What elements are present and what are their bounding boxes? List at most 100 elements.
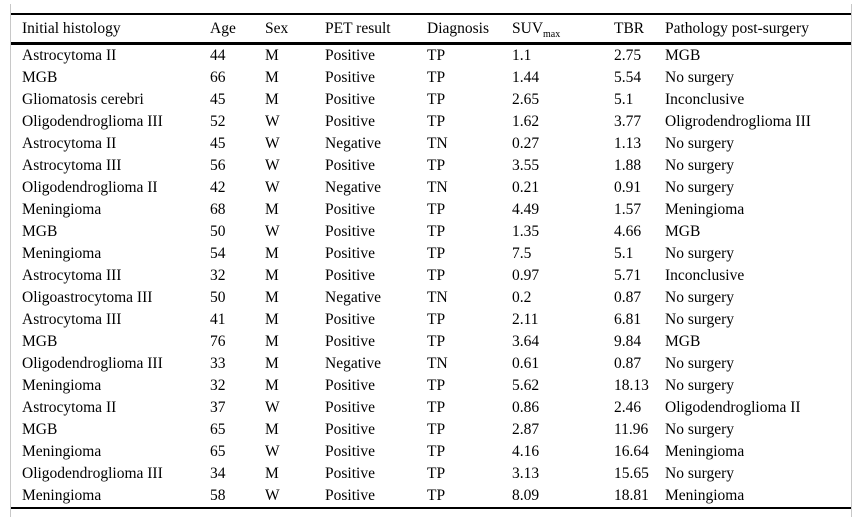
cell-sex: W (265, 223, 280, 241)
cell-suv-max: 0.97 (512, 267, 540, 285)
cell-pathology: No surgery (665, 289, 735, 307)
cell-suv-max: 2.87 (512, 421, 540, 439)
cell-initial-histology: MGB (22, 69, 58, 87)
cell-suv-max: 3.13 (512, 465, 540, 483)
table-header: Initial histology Age Sex PET result Dia… (11, 14, 851, 44)
table-row: Meningioma 32 M Positive TP 5.62 18.13 N… (11, 375, 851, 397)
cell-initial-histology: MGB (22, 421, 58, 439)
cell-suv-max: 0.86 (512, 399, 540, 417)
cell-sex: W (265, 399, 280, 417)
table-row: MGB 76 M Positive TP 3.64 9.84 MGB (11, 331, 851, 353)
cell-initial-histology: Astrocytoma III (22, 311, 122, 329)
cell-suv-max: 0.61 (512, 355, 540, 373)
cell-suv-max: 8.09 (512, 487, 540, 505)
cell-age: 37 (210, 399, 226, 417)
cell-age: 54 (210, 245, 226, 263)
column-header-pet-result: PET result (325, 19, 391, 37)
cell-diagnosis: TN (427, 135, 448, 153)
suv-label: SUV (512, 19, 544, 37)
cell-pet-result: Negative (325, 135, 381, 153)
cell-sex: M (265, 69, 279, 87)
table-row: Astrocytoma III 41 M Positive TP 2.11 6.… (11, 309, 851, 331)
cell-sex: W (265, 179, 280, 197)
cell-tbr: 6.81 (614, 311, 642, 329)
table-row: Oligodendroglioma II 42 W Negative TN 0.… (11, 177, 851, 199)
cell-initial-histology: Astrocytoma II (22, 47, 117, 65)
cell-diagnosis: TN (427, 289, 448, 307)
cell-pet-result: Positive (325, 267, 375, 285)
cell-diagnosis: TN (427, 355, 448, 373)
cell-diagnosis: TP (427, 223, 446, 241)
table-row: MGB 50 W Positive TP 1.35 4.66 MGB (11, 221, 851, 243)
cell-pet-result: Negative (325, 179, 381, 197)
table-row: Meningioma 58 W Positive TP 8.09 18.81 M… (11, 485, 851, 508)
table-row: Oligodendroglioma III 52 W Positive TP 1… (11, 111, 851, 133)
cell-sex: M (265, 245, 279, 263)
cell-age: 56 (210, 157, 226, 175)
cell-sex: M (265, 267, 279, 285)
cell-age: 32 (210, 267, 226, 285)
table-row: Astrocytoma III 32 M Positive TP 0.97 5.… (11, 265, 851, 287)
cell-diagnosis: TP (427, 443, 446, 461)
cell-pet-result: Positive (325, 245, 375, 263)
cell-sex: M (265, 289, 279, 307)
cell-diagnosis: TP (427, 113, 446, 131)
table-body: Astrocytoma II 44 M Positive TP 1.1 2.75… (11, 44, 851, 508)
cell-sex: W (265, 135, 280, 153)
cell-diagnosis: TP (427, 421, 446, 439)
cell-pathology: Meningioma (665, 443, 745, 461)
cell-diagnosis: TP (427, 377, 446, 395)
cell-tbr: 1.57 (614, 201, 642, 219)
table-row: MGB 66 M Positive TP 1.44 5.54 No surger… (11, 67, 851, 89)
cell-diagnosis: TP (427, 47, 446, 65)
column-header-age: Age (210, 19, 236, 37)
cell-suv-max: 3.64 (512, 333, 540, 351)
table-row: Oligoastrocytoma III 50 M Negative TN 0.… (11, 287, 851, 309)
cell-suv-max: 0.2 (512, 289, 532, 307)
cell-diagnosis: TP (427, 465, 446, 483)
table-row: Meningioma 65 W Positive TP 4.16 16.64 M… (11, 441, 851, 463)
cell-initial-histology: Meningioma (22, 487, 102, 505)
cell-diagnosis: TP (427, 91, 446, 109)
cell-tbr: 5.54 (614, 69, 642, 87)
cell-pathology: No surgery (665, 245, 735, 263)
cell-suv-max: 1.44 (512, 69, 540, 87)
cell-tbr: 5.1 (614, 245, 634, 263)
cell-initial-histology: Gliomatosis cerebri (22, 91, 144, 109)
cell-tbr: 16.64 (614, 443, 649, 461)
cell-pet-result: Positive (325, 443, 375, 461)
cell-age: 42 (210, 179, 226, 197)
cell-pathology: No surgery (665, 311, 735, 329)
cell-sex: M (265, 333, 279, 351)
cell-pet-result: Positive (325, 201, 375, 219)
table-row: Meningioma 68 M Positive TP 4.49 1.57 Me… (11, 199, 851, 221)
cell-pathology: MGB (665, 333, 701, 351)
cell-pet-result: Positive (325, 47, 375, 65)
cell-age: 41 (210, 311, 226, 329)
cell-sex: M (265, 421, 279, 439)
cell-sex: M (265, 311, 279, 329)
cell-initial-histology: Meningioma (22, 377, 102, 395)
column-header-tbr: TBR (614, 19, 645, 37)
cell-pet-result: Positive (325, 465, 375, 483)
cell-diagnosis: TP (427, 399, 446, 417)
cell-suv-max: 2.65 (512, 91, 540, 109)
cell-tbr: 11.96 (614, 421, 649, 439)
header-row: Initial histology Age Sex PET result Dia… (11, 14, 851, 44)
cell-pathology: No surgery (665, 69, 735, 87)
cell-tbr: 18.13 (614, 377, 649, 395)
cell-pet-result: Positive (325, 399, 375, 417)
cell-tbr: 4.66 (614, 223, 642, 241)
cell-pathology: MGB (665, 47, 701, 65)
cell-pet-result: Positive (325, 157, 375, 175)
cell-diagnosis: TN (427, 179, 448, 197)
table-frame: Initial histology Age Sex PET result Dia… (10, 4, 852, 517)
cell-pathology: Inconclusive (665, 267, 745, 285)
suv-max-subscript: max (543, 28, 561, 40)
table-row: Oligodendroglioma III 33 M Negative TN 0… (11, 353, 851, 375)
cell-tbr: 1.13 (614, 135, 642, 153)
cell-tbr: 2.46 (614, 399, 642, 417)
table-row: Oligodendroglioma III 34 M Positive TP 3… (11, 463, 851, 485)
cell-suv-max: 1.1 (512, 47, 532, 65)
cell-pet-result: Positive (325, 311, 375, 329)
